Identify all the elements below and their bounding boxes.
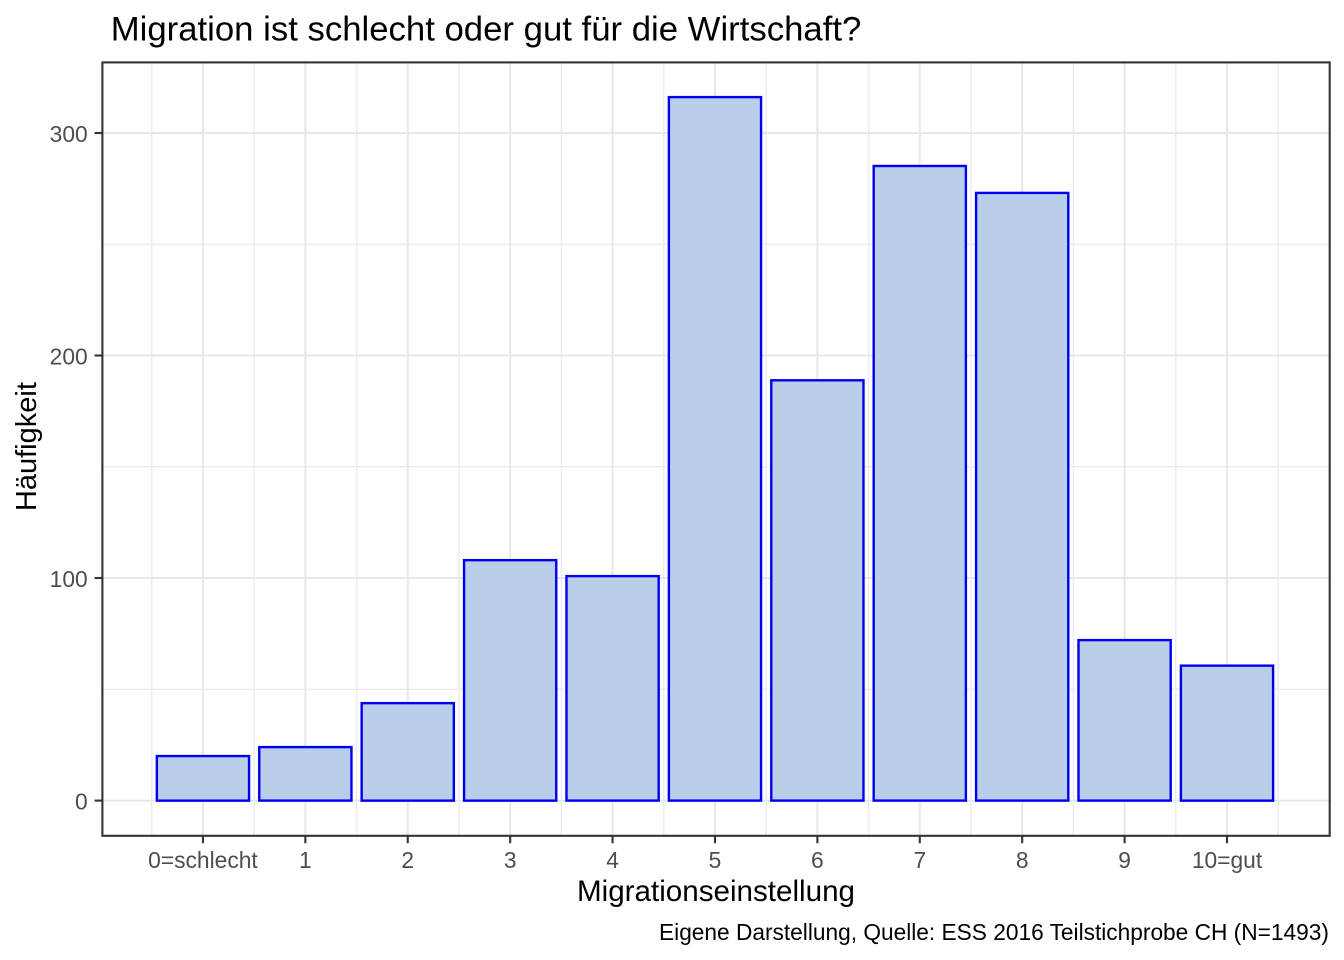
svg-text:3: 3 [504, 847, 517, 873]
svg-text:6: 6 [811, 847, 824, 873]
svg-text:7: 7 [913, 847, 926, 873]
svg-text:9: 9 [1118, 847, 1131, 873]
svg-text:5: 5 [709, 847, 722, 873]
svg-text:100: 100 [50, 566, 88, 592]
svg-text:2: 2 [401, 847, 414, 873]
svg-text:10=gut: 10=gut [1192, 847, 1263, 873]
svg-text:200: 200 [50, 343, 88, 369]
svg-text:8: 8 [1016, 847, 1029, 873]
svg-text:300: 300 [50, 121, 88, 147]
svg-text:0: 0 [75, 788, 88, 814]
svg-text:0=schlecht: 0=schlecht [148, 847, 258, 873]
svg-text:Häufigkeit: Häufigkeit [11, 382, 43, 511]
svg-text:4: 4 [606, 847, 619, 873]
svg-text:Migrationseinstellung: Migrationseinstellung [577, 875, 855, 908]
svg-text:Eigene Darstellung, Quelle: ES: Eigene Darstellung, Quelle: ESS 2016 Tei… [659, 919, 1329, 945]
svg-text:1: 1 [299, 847, 312, 873]
svg-text:Migration ist schlecht oder gu: Migration ist schlecht oder gut für die … [111, 11, 862, 49]
